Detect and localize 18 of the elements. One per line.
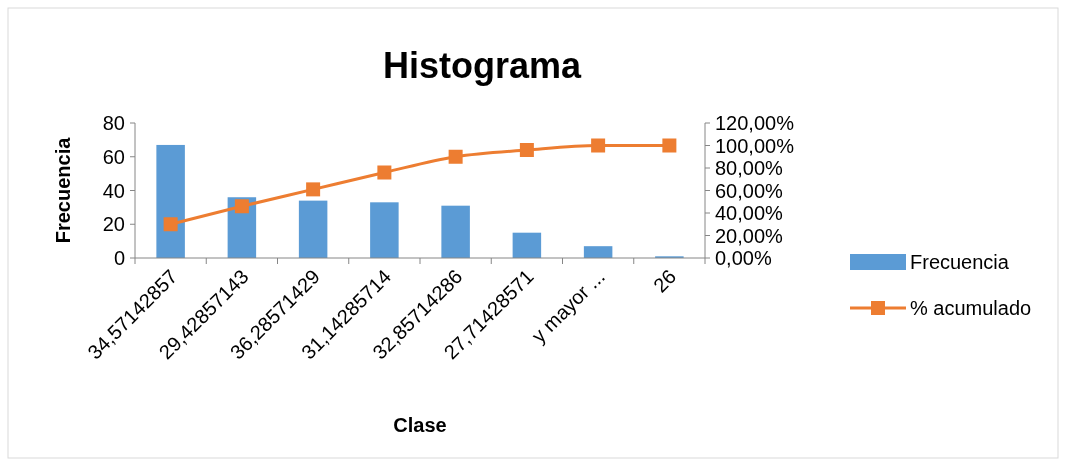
y-tick-label: 20 xyxy=(102,213,125,236)
chart-title: Histograma xyxy=(382,45,582,86)
y2-tick-label: 100,00% xyxy=(715,134,795,157)
y2-tick-label: 0,00% xyxy=(715,247,772,269)
legend-label: % acumulado xyxy=(910,297,1032,319)
y2-tick-label: 60,00% xyxy=(715,179,784,202)
y2-tick-label: 120,00% xyxy=(715,112,795,134)
x-tick-label: 26 xyxy=(648,265,681,297)
y-tick-label: 80 xyxy=(102,112,125,134)
y-axis-title: Frecuencia xyxy=(52,136,74,244)
x-axis-title: Clase xyxy=(393,414,447,436)
y2-tick-label: 40,00% xyxy=(715,202,784,224)
legend-label: Frecuencia xyxy=(910,251,1010,273)
y-tick-label: 0 xyxy=(113,247,125,269)
y2-tick-label: 80,00% xyxy=(715,157,784,179)
y2-tick-label: 20,00% xyxy=(715,224,784,247)
y-tick-label: 60 xyxy=(102,145,125,168)
y-tick-label: 40 xyxy=(102,179,125,202)
